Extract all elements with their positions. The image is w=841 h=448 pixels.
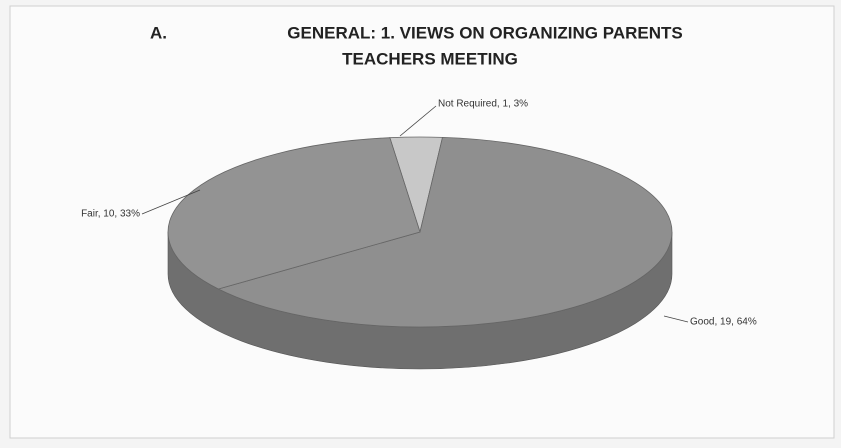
- data-label: Not Required, 1, 3%: [438, 99, 528, 110]
- data-label: Good, 19, 64%: [690, 317, 757, 328]
- leader-line: [399, 105, 437, 137]
- leader-line: [663, 315, 689, 323]
- chart-title: GENERAL: 1. VIEWS ON ORGANIZING PARENTS: [287, 23, 682, 42]
- section-label: A.: [150, 23, 167, 42]
- leader-line: [141, 189, 201, 215]
- pie-slice: [217, 136, 673, 328]
- data-label: Fair, 10, 33%: [81, 209, 140, 220]
- chart-title: TEACHERS MEETING: [342, 49, 518, 68]
